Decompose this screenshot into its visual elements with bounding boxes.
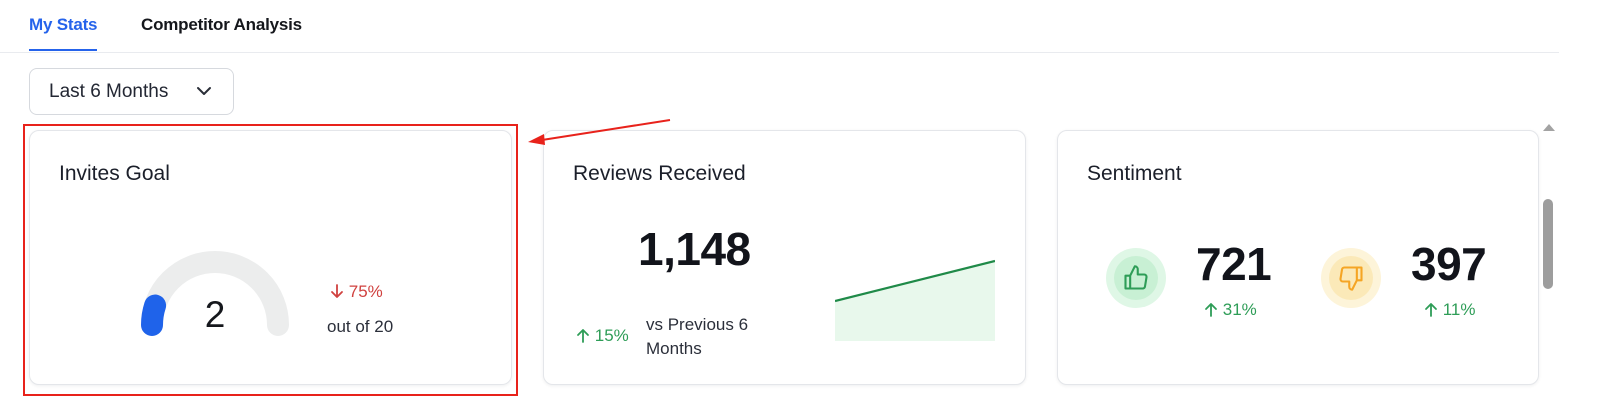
comparison-label: vs Previous 6 Months — [646, 315, 749, 358]
positive-change-value: 31% — [1222, 300, 1257, 319]
annotation-arrow-icon — [528, 119, 671, 145]
card-title: Sentiment — [1087, 162, 1182, 185]
card-title: Invites Goal — [59, 162, 170, 185]
tab-bar: My Stats Competitor Analysis — [0, 0, 1559, 53]
positive-change: 31% — [1204, 300, 1257, 320]
scrollbar-thumb[interactable] — [1543, 199, 1553, 289]
thumbs-down-icon — [1339, 266, 1363, 291]
reviews-count: 1,148 — [638, 223, 751, 275]
arrow-up-icon — [1424, 300, 1443, 319]
invites-count: 2 — [204, 294, 226, 335]
arrow-down-icon — [330, 282, 349, 301]
negative-change: 11% — [1424, 300, 1476, 320]
reviews-change: 15% — [576, 326, 629, 346]
reviews-received-card: Reviews Received 1,148 15% vs Previous 6… — [543, 130, 1026, 385]
chevron-down-icon — [197, 87, 211, 95]
invites-goal-label: out of 20 — [327, 317, 394, 336]
negative-change-value: 11% — [1442, 300, 1476, 319]
tab-competitor-analysis[interactable]: Competitor Analysis — [141, 15, 302, 34]
negative-sentiment-badge — [1321, 248, 1381, 308]
sparkline-line — [835, 259, 995, 303]
gauge-fill — [141, 294, 167, 336]
positive-count: 721 — [1196, 238, 1272, 290]
arrow-up-icon — [1204, 300, 1223, 319]
invites-change: 75% — [330, 282, 383, 302]
positive-sentiment-badge — [1106, 248, 1166, 308]
negative-count: 397 — [1411, 238, 1487, 290]
scroll-up-arrow-icon[interactable] — [1541, 121, 1557, 133]
invites-gauge — [141, 251, 289, 336]
period-dropdown[interactable]: Last 6 Months — [29, 68, 234, 115]
sparkline-area — [835, 261, 995, 341]
reviews-change-value: 15% — [594, 326, 629, 345]
invites-change-value: 75% — [348, 282, 383, 301]
thumbs-up-icon — [1124, 265, 1148, 290]
sentiment-card: Sentiment 721 31% 397 — [1057, 130, 1539, 385]
arrow-up-icon — [576, 326, 595, 345]
card-title: Reviews Received — [573, 162, 746, 185]
invites-goal-card: Invites Goal 2 75% out of 20 — [29, 130, 512, 385]
reviews-trend-sparkline — [835, 259, 995, 341]
period-dropdown-label: Last 6 Months — [49, 80, 169, 102]
tab-my-stats[interactable]: My Stats — [29, 15, 98, 51]
